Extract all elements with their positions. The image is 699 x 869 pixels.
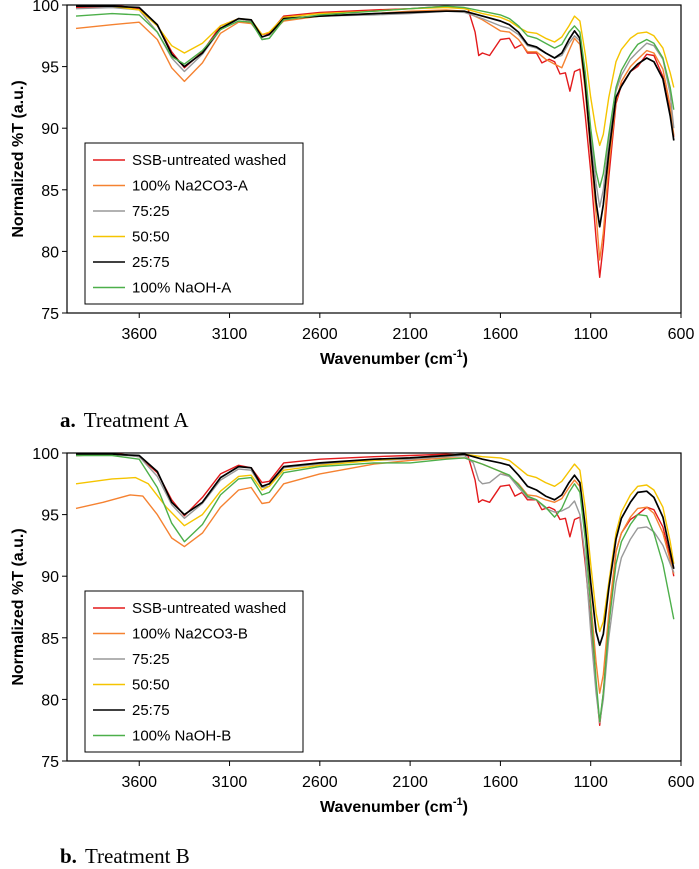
chart-a-xlabel-sup: -1 [453, 348, 463, 360]
chart-a-xtick-label: 3600 [121, 326, 157, 343]
chart-a-xlabel-end: ) [463, 351, 468, 368]
chart-a-legend-label-5: 100% NaOH-A [132, 280, 231, 297]
caption-b-text: Treatment B [84, 844, 190, 868]
chart-a-ytick-label: 75 [41, 306, 59, 323]
chart-a-xtick-label: 2600 [302, 326, 338, 343]
chart-b-legend-label-0: SSB-untreated washed [132, 600, 286, 617]
chart-panel-a: 75 80 85 90 95 100 3600 3100 2600 2100 1600 1100 600… [0, 0, 699, 420]
caption-a: a. Treatment A [60, 408, 189, 433]
caption-b: b. Treatment B [60, 844, 190, 869]
chart-b-ytick-label: 95 [41, 508, 59, 525]
chart-b-ytick-label: 75 [41, 754, 59, 771]
chart-a-legend-box [84, 142, 304, 305]
caption-a-letter: a. [60, 408, 76, 432]
chart-b-xtick-label: 2100 [392, 774, 428, 791]
chart-a-legend-label-4: 25:75 [132, 254, 170, 271]
chart-b-series-line-2 [75, 453, 675, 724]
chart-b-xtick-label: 1600 [483, 774, 519, 791]
chart-b-legend-box [84, 590, 304, 753]
chart-b-xtick-label: 2600 [302, 774, 338, 791]
chart-b-legend-label-1: 100% Na2CO3-B [132, 626, 248, 643]
chart-a-xtick-label: 2100 [392, 326, 428, 343]
chart-a-xlabel: Wavenumber (cm-1) [320, 348, 468, 368]
chart-a-legend-label-0: SSB-untreated washed [132, 152, 286, 169]
chart-a-xtick-label: 1600 [483, 326, 519, 343]
chart-b-xlabel-main: Wavenumber (cm [320, 799, 453, 816]
chart-a-xtick-label: 1100 [574, 326, 609, 343]
chart-a-series-line-4 [76, 5, 675, 228]
chart-a-legend-label-3: 50:50 [132, 229, 170, 246]
chart-a-ytick-label: 80 [41, 244, 59, 261]
chart-b-series-line-3 [75, 453, 675, 633]
chart-b-ytick-label: 90 [41, 569, 59, 586]
chart-b-series-line-1 [75, 457, 675, 694]
chart-b-series-line-4 [76, 453, 675, 647]
chart-a-xtick-label: 600 [668, 326, 695, 343]
chart-b-ylabel: Normalized %T (a.u.) [10, 528, 27, 685]
chart-b-xtick-label: 3600 [121, 774, 157, 791]
chart-a-ytick-label: 90 [41, 121, 59, 138]
chart-b-xtick-label: 600 [668, 774, 695, 791]
caption-a-text: Treatment A [83, 408, 189, 432]
chart-b-xlabel: Wavenumber (cm-1) [320, 796, 468, 816]
chart-b-xlabel-end: ) [463, 799, 468, 816]
chart-b-legend-label-5: 100% NaOH-B [132, 728, 231, 745]
chart-a-xlabel-main: Wavenumber (cm [320, 351, 453, 368]
chart-a-legend-label-2: 75:25 [132, 203, 170, 220]
chart-b-legend-label-3: 50:50 [132, 677, 170, 694]
chart-a-legend-label-1: 100% Na2CO3-A [132, 178, 248, 195]
chart-b-xlabel-sup: -1 [453, 796, 463, 808]
chart-b-xtick-label: 3100 [212, 774, 248, 791]
chart-a-ytick-label: 95 [41, 60, 59, 77]
chart-a-series-line-1 [75, 9, 675, 261]
chart-a-svg: 75 80 85 90 95 100 3600 3100 2600 2100 1600 1100 600… [10, 0, 695, 368]
chart-a-series-line-3 [76, 5, 675, 147]
chart-a-xtick-label: 3100 [212, 326, 248, 343]
chart-b-legend-label-2: 75:25 [132, 651, 170, 668]
chart-a-ytick-label: 85 [41, 183, 59, 200]
chart-b-svg: 75 80 85 90 95 100 3600 3100 2600 2100 1600 1100 600… [10, 446, 695, 816]
caption-b-letter: b. [60, 844, 77, 868]
chart-b-ytick-label: 85 [41, 631, 59, 648]
chart-a-ylabel: Normalized %T (a.u.) [10, 80, 27, 237]
chart-b-legend-label-4: 25:75 [132, 702, 170, 719]
chart-a-series-line-5 [75, 5, 675, 188]
chart-panel-b: 75 80 85 90 95 100 3600 3100 2600 2100 1600 1100 600… [0, 446, 699, 868]
chart-a-ytick-label: 100 [32, 0, 59, 15]
chart-b-xtick-label: 1100 [574, 774, 609, 791]
chart-b-ytick-label: 80 [41, 692, 59, 709]
chart-b-ytick-label: 100 [32, 446, 59, 463]
chart-b-series-line-5 [76, 454, 675, 723]
